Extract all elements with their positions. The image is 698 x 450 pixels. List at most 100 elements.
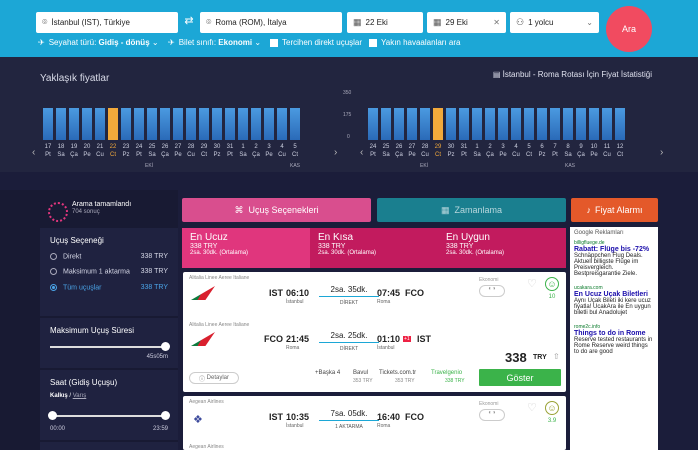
depart-date-field[interactable]: ▦ 22 Eki	[347, 12, 423, 33]
price-bar[interactable]	[446, 108, 456, 140]
duration-slider[interactable]	[50, 346, 166, 348]
ad-item[interactable]: ucakara.com En Ucuz Uçak Biletleri Aynı …	[574, 285, 654, 316]
tab-flight-options[interactable]: ⌘ Uçuş Seçenekleri	[182, 198, 371, 222]
stop-option[interactable]: Direkt 338 TRY	[50, 253, 168, 260]
price-bar[interactable]	[576, 108, 586, 140]
price-bar[interactable]	[394, 108, 404, 140]
day-label[interactable]: 29 Ct	[433, 143, 443, 159]
heart-icon[interactable]: ♡	[527, 402, 537, 414]
price-bar[interactable]	[485, 108, 495, 140]
price-bar[interactable]	[537, 108, 547, 140]
price-bar[interactable]	[69, 108, 79, 140]
day-label[interactable]: 26 Ça	[394, 143, 404, 159]
price-bar[interactable]	[277, 108, 287, 140]
day-label[interactable]: 5 Ct	[524, 143, 534, 159]
tab-timing[interactable]: ▦ Zamanlama	[377, 198, 566, 222]
day-label[interactable]: 29 Ct	[199, 143, 209, 159]
day-label[interactable]: 18 Sa	[56, 143, 66, 159]
time-slider[interactable]	[50, 415, 166, 417]
day-label[interactable]: 27 Pe	[407, 143, 417, 159]
class-select[interactable]: ✈ Bilet sınıfı: Ekonomi ⌄	[168, 38, 261, 47]
price-bar[interactable]	[433, 108, 443, 140]
from-field[interactable]: ⌾ İstanbul (IST), Türkiye	[36, 12, 178, 33]
price-bar[interactable]	[95, 108, 105, 140]
route-stats-link[interactable]: ▤ İstanbul - Roma Rotası İçin Fiyat İsta…	[493, 70, 652, 79]
slider-handle-min[interactable]	[48, 411, 57, 420]
day-label[interactable]: 2 Ça	[251, 143, 261, 159]
radio[interactable]	[50, 253, 57, 260]
day-label[interactable]: 6 Pz	[537, 143, 547, 159]
day-label[interactable]: 28 Cu	[420, 143, 430, 159]
day-label[interactable]: 31 Pt	[459, 143, 469, 159]
day-label[interactable]: 2 Ça	[485, 143, 495, 159]
day-label[interactable]: 30 Pz	[212, 143, 222, 159]
price-bar[interactable]	[43, 108, 53, 140]
price-bar[interactable]	[82, 108, 92, 140]
day-label[interactable]: 12 Ct	[615, 143, 625, 159]
ad-title[interactable]: Things to do in Rome	[574, 330, 646, 337]
provider-name[interactable]: Travelgenio	[431, 370, 463, 376]
nearby-airports-checkbox[interactable]: Yakın havaalanları ara	[369, 38, 460, 47]
day-label[interactable]: 24 Pt	[134, 143, 144, 159]
price-bar[interactable]	[498, 108, 508, 140]
price-bar[interactable]	[550, 108, 560, 140]
price-bar[interactable]	[173, 108, 183, 140]
return-date-field[interactable]: ▦ 29 Eki ✕	[427, 12, 506, 33]
chevron-left-icon[interactable]: ‹	[32, 147, 36, 158]
price-bar[interactable]	[524, 108, 534, 140]
to-field[interactable]: ⌾ Roma (ROM), İtalya	[200, 12, 342, 33]
share-icon[interactable]: ⇧	[553, 352, 560, 361]
day-label[interactable]: 25 Sa	[147, 143, 157, 159]
day-label[interactable]: 1 Sa	[472, 143, 482, 159]
day-label[interactable]: 5 Ct	[290, 143, 300, 159]
tab-departure[interactable]: Kalkış	[50, 393, 68, 399]
details-button[interactable]: ⓘ Detaylar	[189, 372, 239, 384]
day-label[interactable]: 23 Pz	[121, 143, 131, 159]
price-bar[interactable]	[381, 108, 391, 140]
heart-icon[interactable]: ♡	[527, 278, 537, 290]
day-label[interactable]: 26 Ça	[160, 143, 170, 159]
price-bar[interactable]	[160, 108, 170, 140]
price-bar[interactable]	[186, 108, 196, 140]
stop-option[interactable]: Maksimum 1 aktarma 338 TRY	[50, 268, 168, 276]
price-bar[interactable]	[212, 108, 222, 140]
price-bar[interactable]	[511, 108, 521, 140]
provider-name[interactable]: Tickets.com.tr	[379, 370, 417, 376]
chevron-right-icon[interactable]: ›	[334, 147, 338, 158]
price-bar[interactable]	[407, 108, 417, 140]
ad-title[interactable]: En Ucuz Uçak Biletleri	[574, 291, 648, 298]
day-label[interactable]: 7 Pt	[550, 143, 560, 159]
price-bar[interactable]	[290, 108, 300, 140]
price-bar[interactable]	[589, 108, 599, 140]
radio-selected[interactable]	[50, 283, 57, 291]
price-bar[interactable]	[56, 108, 66, 140]
summary-cheapest[interactable]: En Ucuz 338 TRY 2sa. 30dk. (Ortalama)	[182, 228, 310, 268]
ad-title[interactable]: Rabatt: Flüge bis -72%	[574, 246, 650, 253]
price-bar[interactable]	[420, 108, 430, 140]
day-label[interactable]: 4 Cu	[511, 143, 521, 159]
summary-shortest[interactable]: En Kısa 338 TRY 2sa. 30dk. (Ortalama)	[310, 228, 438, 268]
price-bar[interactable]	[121, 108, 131, 140]
chevron-right-icon[interactable]: ›	[660, 147, 664, 158]
day-label[interactable]: 25 Sa	[381, 143, 391, 159]
passengers-field[interactable]: ⚇ 1 yolcu ⌄	[510, 12, 599, 33]
summary-best[interactable]: En Uygun 338 TRY 2sa. 30dk. (Ortalama)	[438, 228, 566, 268]
slider-handle[interactable]	[161, 342, 170, 351]
price-bar[interactable]	[108, 108, 118, 140]
day-label[interactable]: 28 Cu	[186, 143, 196, 159]
provider-name[interactable]: Bavul	[353, 370, 369, 376]
clear-date-icon[interactable]: ✕	[493, 18, 500, 27]
day-label[interactable]: 24 Pt	[368, 143, 378, 159]
day-label[interactable]: 3 Pe	[498, 143, 508, 159]
search-button[interactable]: Ara	[606, 6, 652, 52]
ad-item[interactable]: rome2c.info Things to do in Rome Reserve…	[574, 324, 654, 355]
slider-handle-max[interactable]	[161, 411, 170, 420]
day-label[interactable]: 8 Sa	[563, 143, 573, 159]
chevron-left-icon[interactable]: ‹	[360, 147, 364, 158]
day-label[interactable]: 4 Cu	[277, 143, 287, 159]
price-bar[interactable]	[615, 108, 625, 140]
ad-item[interactable]: billigfluege.de Rabatt: Flüge bis -72% S…	[574, 240, 654, 277]
day-label[interactable]: 1 Sa	[238, 143, 248, 159]
trip-type-select[interactable]: ✈ Seyahat türü: Gidiş - dönüş ⌄	[38, 38, 159, 47]
price-bar[interactable]	[225, 108, 235, 140]
